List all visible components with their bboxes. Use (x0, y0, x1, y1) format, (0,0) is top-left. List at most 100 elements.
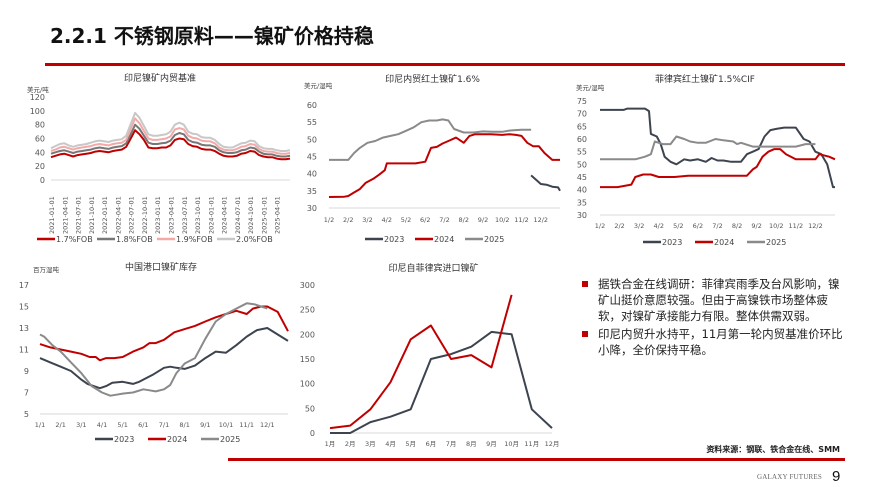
y-tick-label: 35 (577, 198, 587, 207)
y-tick-label: 80 (35, 121, 45, 130)
y-tick-label: 40 (35, 148, 45, 157)
legend-label: 2023 (662, 238, 682, 247)
y-tick-label: 11 (19, 346, 29, 355)
chart-title: 中国港口镍矿库存 (125, 261, 197, 273)
y-axis-unit-label: 美元/吨 (27, 85, 49, 94)
x-tick-label: 2022-01-01 (101, 196, 109, 234)
x-tick-label: 5/1 (117, 421, 127, 429)
x-tick-label: 4/1 (97, 421, 107, 429)
series-line-2023 (600, 107, 835, 189)
legend-label: 1.7%FOB (56, 235, 93, 244)
legend-label: 1.9%FOB (176, 235, 213, 244)
legend-label: 1.8%FOB (116, 235, 153, 244)
x-tick-label: 11月 (524, 440, 539, 448)
y-tick-label: 55 (307, 118, 317, 127)
y-tick-label: 13 (19, 324, 29, 333)
series-line-red (329, 294, 513, 430)
x-tick-label: 11/2 (514, 216, 529, 224)
series-line-2025 (329, 118, 532, 161)
x-tick-label: 1月 (325, 440, 336, 448)
legend-label: 2023 (114, 435, 134, 444)
page-title: 2.2.1 不锈钢原料——镍矿价格持稳 (50, 24, 374, 48)
y-tick-label: 300 (300, 281, 315, 290)
chart-title: 印尼内贸红土镍矿1.6% (385, 73, 480, 85)
series-line-2025 (600, 135, 816, 161)
y-tick-label: 30 (577, 211, 587, 220)
x-tick-label: 2023-01-01 (154, 196, 162, 234)
title-divider (45, 63, 845, 66)
x-tick-label: 2/2 (343, 216, 353, 224)
x-tick-label: 2024-10-01 (247, 196, 255, 234)
x-tick-label: 9月 (486, 440, 497, 448)
y-tick-label: 50 (307, 135, 317, 144)
y-tick-label: 35 (307, 187, 317, 196)
y-tick-label: 65 (577, 122, 587, 131)
y-tick-label: 50 (305, 404, 315, 413)
x-tick-label: 4月 (385, 440, 396, 448)
bullet-item: 据铁合金在线调研：菲律宾雨季及台风影响，镍矿山挺价意愿较强。但由于高镍铁市场整体… (580, 276, 845, 324)
x-tick-label: 7月 (446, 440, 457, 448)
x-tick-label: 3/2 (634, 222, 644, 230)
x-tick-label: 10月 (504, 440, 519, 448)
series-line-2024 (600, 148, 836, 189)
series-line-2023 (530, 174, 561, 192)
x-tick-label: 12/2 (808, 222, 823, 230)
series-line-18fob (50, 123, 291, 158)
x-tick-label: 2/2 (614, 222, 624, 230)
x-tick-label: 10/2 (495, 216, 510, 224)
x-tick-label: 2021-01-01 (48, 196, 56, 234)
x-tick-label: 2022-07-01 (128, 196, 136, 234)
x-tick-label: 5/2 (673, 222, 683, 230)
x-tick-label: 1/2 (595, 222, 605, 230)
series-line-dark (330, 330, 553, 434)
y-tick-label: 7 (24, 389, 29, 398)
chart-title: 印尼镍矿内贸基准 (124, 72, 196, 84)
data-source: 资料来源：钢联、铁合金在线、SMM (706, 445, 840, 454)
legend-label: 2023 (384, 235, 404, 244)
x-tick-label: 3月 (365, 440, 376, 448)
x-tick-label: 5月 (405, 440, 416, 448)
x-tick-label: 7/2 (712, 222, 722, 230)
y-tick-label: 70 (577, 110, 587, 119)
x-tick-label: 11/1 (239, 421, 254, 429)
page-number: 9 (832, 468, 841, 485)
x-tick-label: 12月 (545, 440, 560, 448)
y-axis-unit-label: 美元/湿吨 (576, 83, 605, 92)
x-tick-label: 9/2 (478, 216, 488, 224)
chart-philippines-laterite-1-5-cif: 菲律宾红土镍矿1.5%CIF 美元/湿吨 30 35 40 45 50 55 60 65 70 75 1… (576, 73, 836, 247)
x-tick-label: 2024-01-01 (207, 196, 215, 234)
x-tick-label: 8/2 (459, 216, 469, 224)
bullet-text: 据铁合金在线调研：菲律宾雨季及台风影响，镍矿山挺价意愿较强。但由于高镍铁市场整体… (598, 277, 840, 323)
series-line-2023 (39, 327, 289, 390)
series-line-2024 (39, 305, 289, 362)
x-tick-label: 2023-07-01 (181, 196, 189, 234)
y-tick-label: 30 (307, 204, 317, 213)
legend-label: 2025 (484, 235, 504, 244)
y-tick-label: 60 (307, 101, 317, 110)
x-tick-label: 9/1 (200, 421, 210, 429)
x-tick-label: 2025-01-01 (260, 196, 268, 234)
legend-label: 2.0%FOB (236, 235, 273, 244)
y-axis-unit-label: 美元/湿吨 (304, 81, 333, 90)
y-tick-label: 9 (24, 367, 29, 376)
x-tick-label: 3/1 (76, 421, 86, 429)
x-tick-label: 6/2 (420, 216, 430, 224)
y-tick-label: 17 (19, 281, 29, 290)
commentary: 据铁合金在线调研：菲律宾雨季及台风影响，镍矿山挺价意愿较强。但由于高镍铁市场整体… (580, 276, 845, 360)
x-tick-label: 3/2 (362, 216, 372, 224)
x-tick-label: 10/1 (219, 421, 234, 429)
x-tick-label: 7/2 (439, 216, 449, 224)
series-line-2025 (39, 302, 268, 397)
x-tick-label: 10/2 (769, 222, 784, 230)
chart-title: 菲律宾红土镍矿1.5%CIF (655, 73, 755, 85)
x-tick-label: 12/1 (260, 421, 275, 429)
x-tick-label: 7/1 (159, 421, 169, 429)
y-tick-label: 100 (30, 107, 45, 116)
x-tick-label: 2023-04-01 (168, 196, 176, 234)
x-tick-label: 2024-07-01 (234, 196, 242, 234)
y-tick-label: 40 (577, 186, 587, 195)
x-tick-label: 2025-04-01 (274, 196, 282, 234)
y-axis-unit-label: 百万湿吨 (33, 265, 60, 274)
series-line-20fob (50, 111, 291, 152)
